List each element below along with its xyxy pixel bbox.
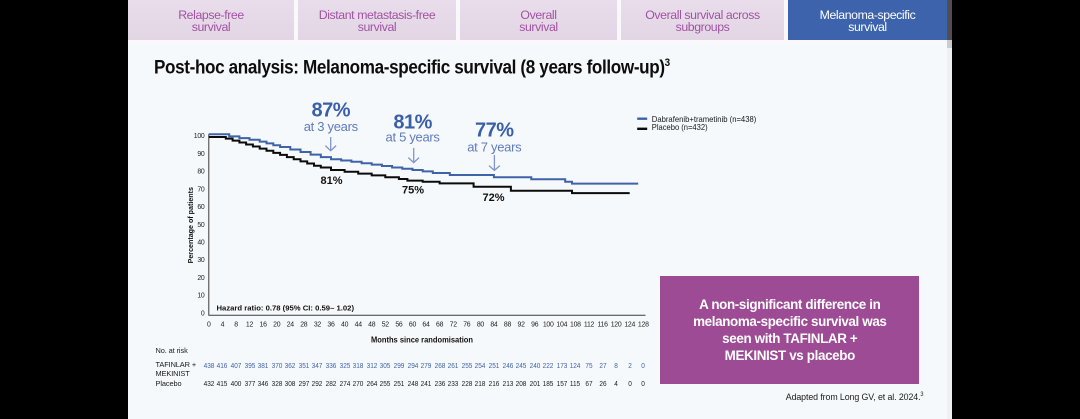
svg-text:92: 92 <box>518 322 526 329</box>
svg-text:120: 120 <box>611 322 622 329</box>
svg-text:44: 44 <box>355 322 363 329</box>
svg-text:Hazard ratio: 0.78 (95% CI: 0.: Hazard ratio: 0.78 (95% CI: 0.59– 1.02) <box>217 304 355 313</box>
svg-text:0: 0 <box>201 310 205 317</box>
svg-text:108: 108 <box>570 322 581 329</box>
svg-text:68: 68 <box>436 322 444 329</box>
svg-text:32: 32 <box>314 322 322 329</box>
svg-text:124: 124 <box>624 322 635 329</box>
svg-text:Months since randomisation: Months since randomisation <box>371 336 473 345</box>
svg-text:76: 76 <box>463 322 471 329</box>
svg-text:100: 100 <box>543 322 554 329</box>
svg-text:40: 40 <box>197 240 205 247</box>
svg-text:88: 88 <box>504 322 512 329</box>
svg-text:64: 64 <box>422 322 430 329</box>
svg-text:75%: 75% <box>402 185 424 197</box>
svg-text:12: 12 <box>246 322 254 329</box>
svg-text:30: 30 <box>197 257 205 264</box>
svg-text:8: 8 <box>234 322 238 329</box>
svg-text:52: 52 <box>382 322 390 329</box>
svg-text:96: 96 <box>531 322 539 329</box>
svg-text:0: 0 <box>207 322 211 329</box>
svg-text:104: 104 <box>556 322 567 329</box>
svg-text:72: 72 <box>450 322 458 329</box>
svg-text:at 3 years: at 3 years <box>304 119 359 134</box>
svg-text:50: 50 <box>197 222 205 229</box>
svg-text:70: 70 <box>197 186 205 193</box>
svg-text:20: 20 <box>273 322 281 329</box>
svg-text:100: 100 <box>194 133 205 140</box>
svg-text:84: 84 <box>490 322 498 329</box>
svg-text:81%: 81% <box>320 175 342 187</box>
svg-text:56: 56 <box>395 322 403 329</box>
svg-text:4: 4 <box>221 322 225 329</box>
svg-text:128: 128 <box>638 322 649 329</box>
svg-text:20: 20 <box>197 275 205 282</box>
svg-text:87%: 87% <box>312 99 351 121</box>
svg-text:48: 48 <box>368 322 376 329</box>
svg-text:80: 80 <box>477 322 485 329</box>
svg-text:16: 16 <box>260 322 268 329</box>
svg-text:80: 80 <box>197 169 205 176</box>
svg-text:116: 116 <box>597 322 608 329</box>
svg-text:24: 24 <box>287 322 295 329</box>
svg-text:10: 10 <box>197 293 205 300</box>
svg-text:77%: 77% <box>475 119 514 141</box>
svg-text:at 7 years: at 7 years <box>467 139 522 154</box>
svg-text:60: 60 <box>409 322 417 329</box>
svg-text:at 5 years: at 5 years <box>386 130 441 145</box>
svg-text:60: 60 <box>197 204 205 211</box>
svg-text:72%: 72% <box>482 192 504 204</box>
svg-text:28: 28 <box>300 322 308 329</box>
svg-text:Percentage of patients: Percentage of patients <box>186 187 195 263</box>
svg-text:Placebo (n=432): Placebo (n=432) <box>652 122 708 132</box>
svg-text:112: 112 <box>584 322 595 329</box>
svg-text:90: 90 <box>197 151 205 158</box>
svg-text:40: 40 <box>341 322 349 329</box>
svg-text:81%: 81% <box>393 111 432 133</box>
svg-text:Dabrafenib+trametinib (n=438): Dabrafenib+trametinib (n=438) <box>652 114 757 124</box>
svg-text:36: 36 <box>327 322 335 329</box>
